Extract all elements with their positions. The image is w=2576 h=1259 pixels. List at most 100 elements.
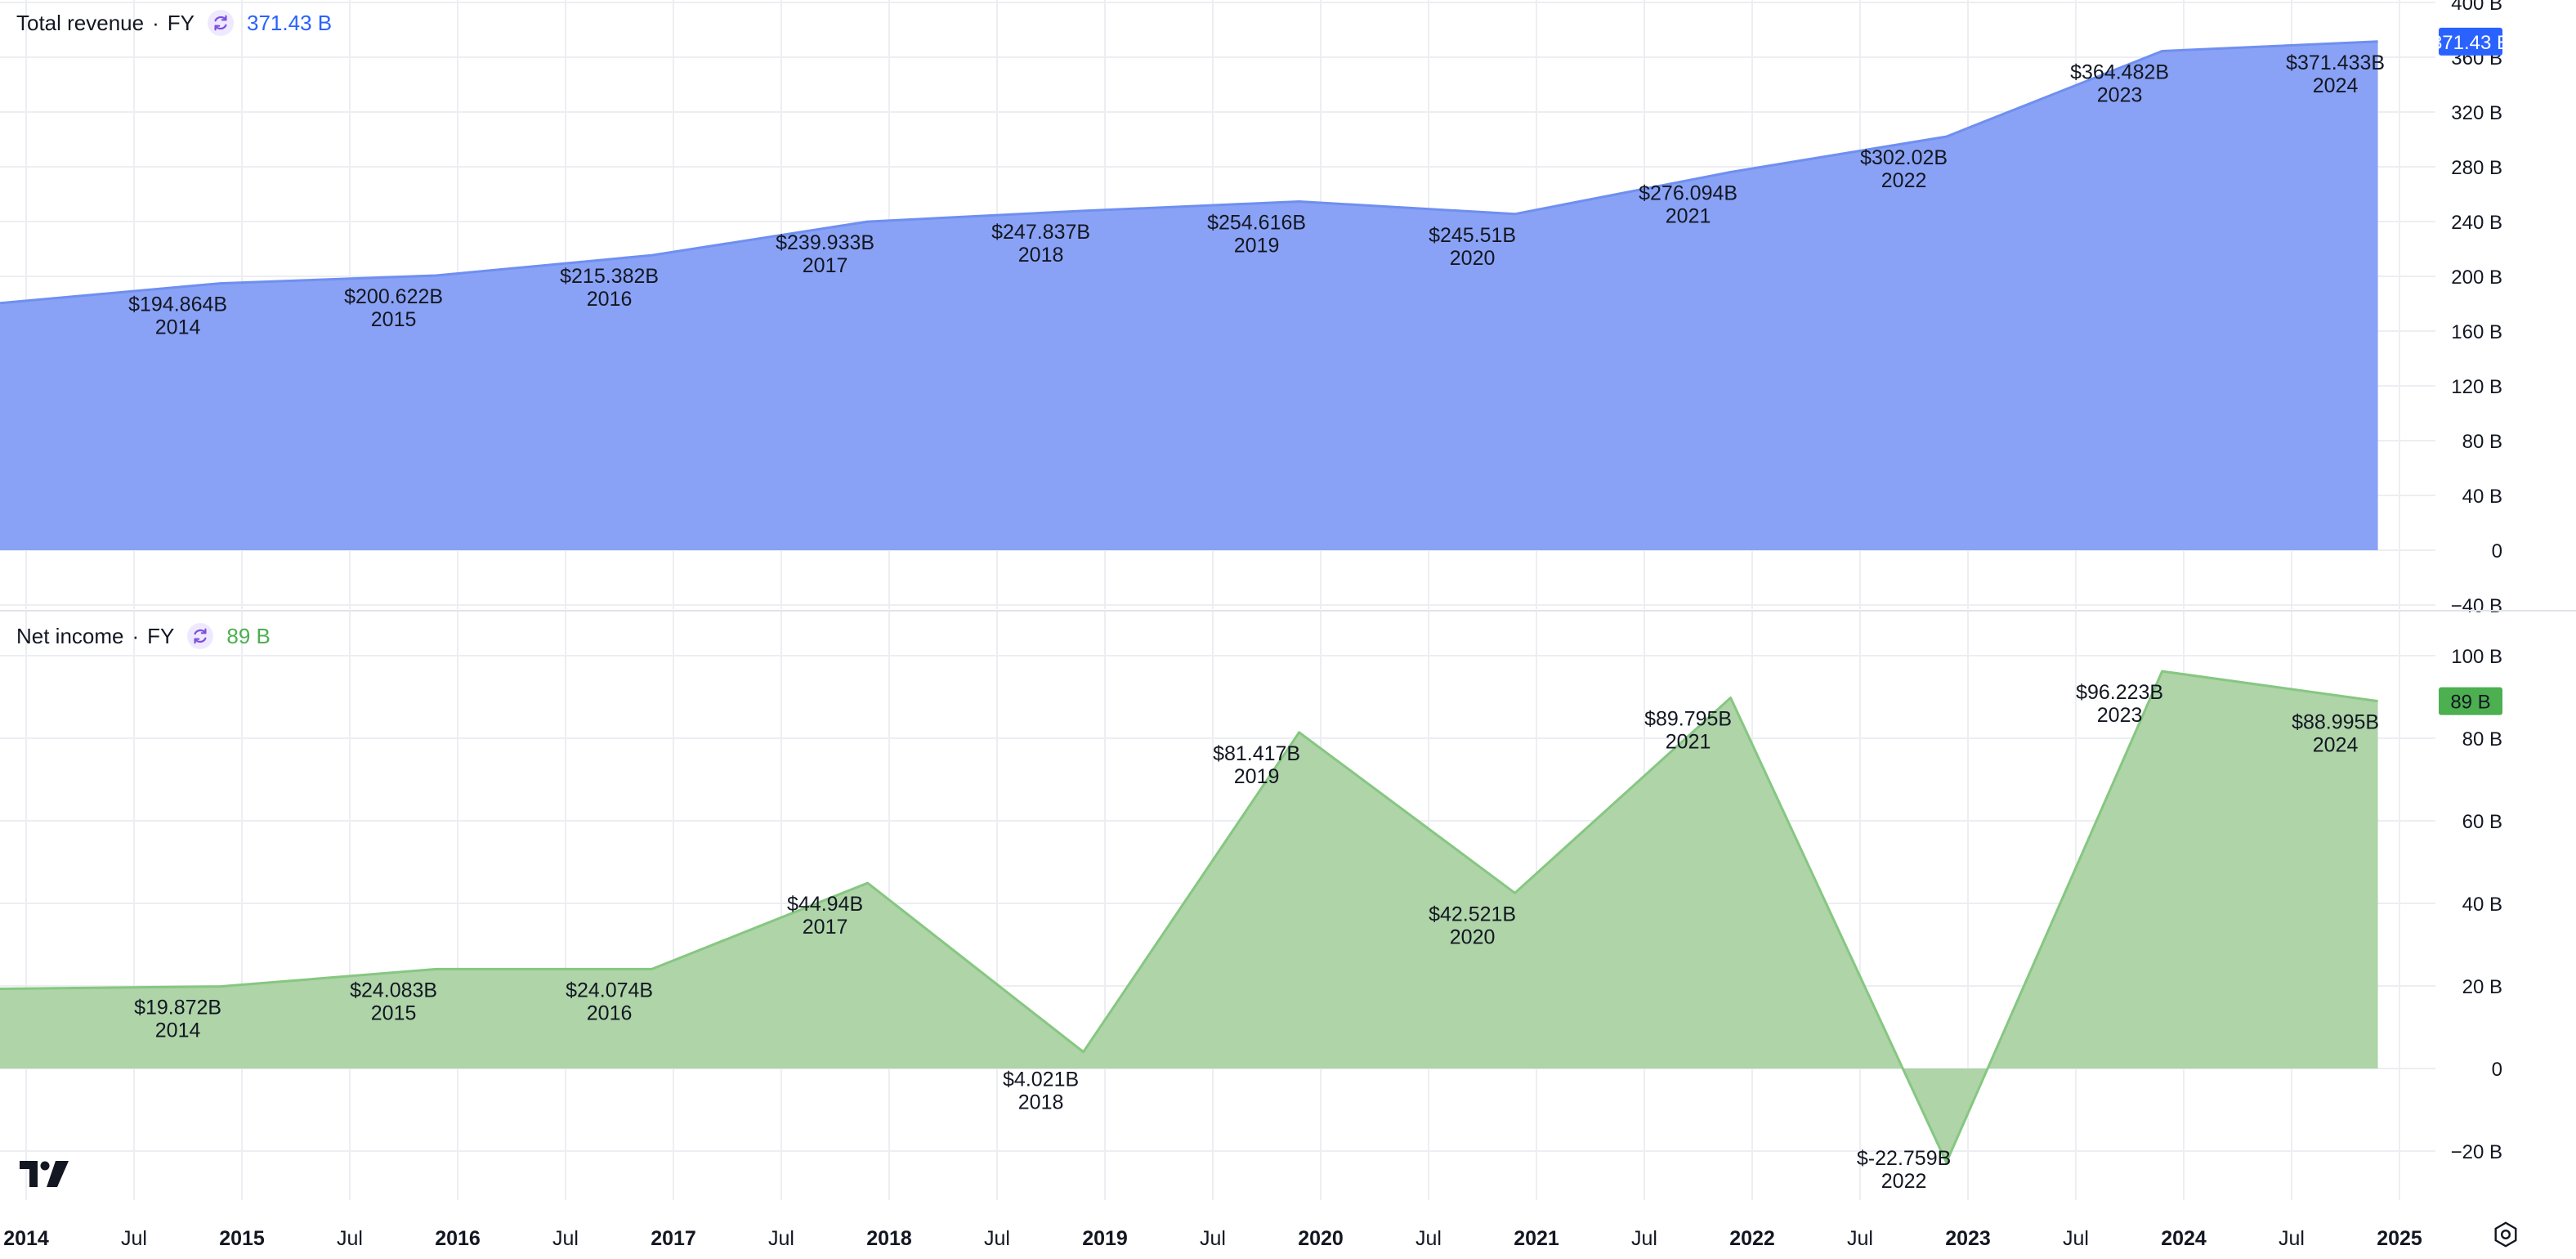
income-y-tick-label: 0 [2492,1059,2502,1081]
settings-gear-icon[interactable] [2491,1220,2520,1253]
income-data-point[interactable] [1296,729,1303,736]
revenue-y-tick-label: 120 B [2451,376,2502,398]
revenue-value-label: $215.382B [560,265,659,288]
revenue-data-point[interactable] [2375,38,2381,45]
income-data-point[interactable] [1080,1049,1087,1055]
income-y-tick-label: 20 B [2462,976,2502,998]
x-tick-label: Jul [552,1227,579,1250]
x-tick-label: 2017 [651,1227,696,1250]
revenue-line [0,40,2378,305]
income-y-tick-label: 80 B [2462,728,2502,750]
refresh-icon[interactable] [187,623,214,649]
revenue-data-point[interactable] [649,252,655,258]
x-tick-label: Jul [1200,1227,1226,1250]
income-y-tick-label: −20 B [2451,1141,2502,1163]
tradingview-logo[interactable] [20,1159,72,1193]
x-tick-label: 2020 [1298,1227,1344,1250]
income-data-point[interactable] [649,966,655,972]
revenue-data-point[interactable] [433,272,440,279]
income-year-label: 2015 [371,1001,417,1024]
revenue-y-tick-label: 280 B [2451,157,2502,179]
revenue-data-point[interactable] [865,218,871,225]
income-y-tick-label: 40 B [2462,894,2502,916]
income-value-label: $4.021B [1003,1069,1079,1091]
revenue-data-point[interactable] [1080,208,1087,214]
x-tick-label: 2022 [1729,1227,1775,1250]
refresh-icon-glyph [194,628,207,644]
income-year-label: 2018 [1018,1091,1064,1114]
income-line [0,670,2378,1164]
revenue-y-tick-label: −40 B [2451,595,2502,617]
revenue-year-label: 2023 [2097,83,2143,106]
revenue-data-point[interactable] [1943,133,1950,140]
income-value-label: $42.521B [1429,903,1516,925]
x-tick-label: Jul [984,1227,1010,1250]
income-year-label: 2019 [1234,765,1280,788]
x-tick-label: 2015 [219,1227,265,1250]
income-value-label: $-22.759B [1857,1147,1951,1170]
income-year-label: 2020 [1450,925,1496,948]
revenue-value-label: $194.864B [128,293,227,316]
revenue-value-label: $254.616B [1207,212,1306,235]
revenue-year-label: 2017 [803,254,848,277]
revenue-y-tick-label: 200 B [2451,267,2502,289]
x-tick-label: 2014 [3,1227,49,1250]
revenue-year-label: 2016 [587,288,633,311]
income-y-tick-label: 60 B [2462,811,2502,833]
revenue-last-value-badge [2439,27,2502,56]
revenue-year-label: 2024 [2313,74,2359,97]
income-legend-value: 89 B [226,623,271,648]
x-tick-label: Jul [2279,1227,2305,1250]
revenue-value-label: $371.433B [2286,52,2385,74]
income-value-label: $44.94B [787,893,863,916]
income-data-point[interactable] [1512,889,1518,896]
revenue-legend[interactable]: Total revenue · FY 371.43 B [16,10,332,36]
income-area [0,671,2378,1163]
income-last-value-badge [2439,687,2502,715]
income-year-label: 2014 [155,1019,201,1042]
income-value-label: $81.417B [1213,742,1300,765]
revenue-year-label: 2021 [1666,205,1711,228]
revenue-data-point[interactable] [2159,47,2166,54]
income-value-label: $96.223B [2076,681,2163,704]
revenue-data-point[interactable] [217,280,224,287]
revenue-y-tick-label: 320 B [2451,102,2502,124]
revenue-y-tick-label: 0 [2492,540,2502,562]
x-tick-label: 2018 [866,1227,912,1250]
income-data-point[interactable] [217,983,224,990]
revenue-y-tick-label: 40 B [2462,486,2502,508]
x-tick-label: 2016 [435,1227,481,1250]
x-tick-label: Jul [2063,1227,2089,1250]
income-data-point[interactable] [1728,695,1734,701]
revenue-year-label: 2019 [1234,235,1280,258]
x-tick-label: Jul [1415,1227,1442,1250]
revenue-value-label: $276.094B [1639,182,1737,205]
refresh-icon[interactable] [208,10,235,36]
revenue-legend-value: 371.43 B [247,10,333,35]
revenue-y-tick-label: 400 B [2451,0,2502,15]
income-legend-sep: · [132,623,140,648]
revenue-value-label: $364.482B [2070,60,2169,83]
x-tick-label: 2023 [1945,1227,1991,1250]
income-legend-title: Net income [16,623,124,648]
income-last-value-badge-text: 89 B [2450,692,2490,714]
x-tick-label: Jul [1847,1227,1873,1250]
income-data-point[interactable] [2159,668,2166,674]
income-data-point[interactable] [433,966,440,972]
tradingview-logo-glyph [20,1161,69,1187]
x-tick-label: Jul [768,1227,794,1250]
x-tick-label: 2021 [1514,1227,1559,1250]
income-data-point[interactable] [865,880,871,886]
revenue-data-point[interactable] [1512,211,1518,217]
revenue-y-tick-label: 80 B [2462,431,2502,453]
revenue-year-label: 2020 [1450,247,1496,270]
revenue-data-point[interactable] [1296,199,1303,205]
revenue-area [0,41,2378,551]
x-tick-label: Jul [337,1227,363,1250]
revenue-legend-period: FY [167,10,195,35]
income-legend[interactable]: Net income · FY 89 B [16,623,271,649]
income-data-point[interactable] [2375,698,2381,705]
income-year-label: 2022 [1881,1170,1927,1193]
revenue-data-point[interactable] [1728,169,1734,176]
